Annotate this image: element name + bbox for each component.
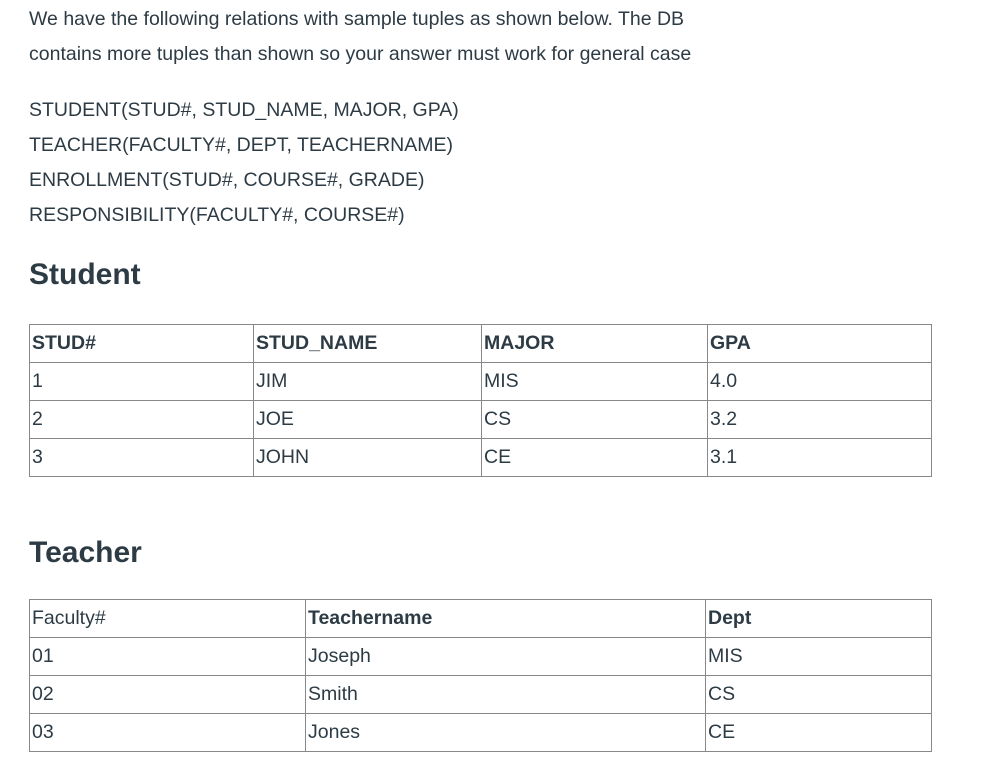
student-col-header-gpa: GPA: [707, 324, 932, 363]
student-table: STUD# STUD_NAME MAJOR GPA 1 JIM MIS 4.0 …: [29, 324, 932, 477]
teacher-col-header-teachername: Teachername: [305, 599, 706, 638]
table-cell: MIS: [705, 637, 932, 676]
intro-line-1: We have the following relations with sam…: [29, 8, 685, 30]
student-table-row: 3 JOHN CE 3.1: [29, 438, 932, 477]
student-col-header-major: MAJOR: [481, 324, 708, 363]
teacher-table-header-row: Faculty# Teachername Dept: [29, 599, 932, 638]
table-cell: 01: [29, 637, 306, 676]
table-cell: 3.1: [707, 438, 932, 477]
table-cell: JOE: [253, 400, 482, 439]
table-cell: 3.2: [707, 400, 932, 439]
table-cell: CE: [481, 438, 708, 477]
student-table-header-row: STUD# STUD_NAME MAJOR GPA: [29, 324, 932, 363]
student-table-row: 2 JOE CS 3.2: [29, 400, 932, 439]
table-cell: 03: [29, 713, 306, 752]
teacher-table-row: 01 Joseph MIS: [29, 637, 932, 676]
table-cell: JIM: [253, 362, 482, 401]
table-cell: CS: [481, 400, 708, 439]
teacher-col-header-dept: Dept: [705, 599, 932, 638]
intro-paragraph: We have the following relations with sam…: [29, 2, 987, 72]
student-section-heading: Student: [29, 258, 141, 291]
relation-responsibility: RESPONSIBILITY(FACULTY#, COURSE#): [29, 204, 405, 226]
teacher-table-row: 02 Smith CS: [29, 675, 932, 714]
teacher-table: Faculty# Teachername Dept 01 Joseph MIS …: [29, 599, 932, 752]
table-cell: 1: [29, 362, 254, 401]
teacher-section-heading: Teacher: [29, 536, 142, 569]
student-table-row: 1 JIM MIS 4.0: [29, 362, 932, 401]
relations-list: STUDENT(STUD#, STUD_NAME, MAJOR, GPA) TE…: [29, 93, 987, 233]
table-cell: Joseph: [305, 637, 706, 676]
student-col-header-stud-name: STUD_NAME: [253, 324, 482, 363]
relation-teacher: TEACHER(FACULTY#, DEPT, TEACHERNAME): [29, 134, 454, 156]
intro-line-2: contains more tuples than shown so your …: [29, 43, 692, 65]
table-cell: MIS: [481, 362, 708, 401]
table-cell: 2: [29, 400, 254, 439]
teacher-col-header-faculty-number: Faculty#: [29, 599, 306, 638]
teacher-table-row: 03 Jones CE: [29, 713, 932, 752]
table-cell: 02: [29, 675, 306, 714]
table-cell: CS: [705, 675, 932, 714]
table-cell: Smith: [305, 675, 706, 714]
table-cell: Jones: [305, 713, 706, 752]
table-cell: CE: [705, 713, 932, 752]
table-cell: JOHN: [253, 438, 482, 477]
relation-enrollment: ENROLLMENT(STUD#, COURSE#, GRADE): [29, 169, 425, 191]
relation-student: STUDENT(STUD#, STUD_NAME, MAJOR, GPA): [29, 99, 459, 121]
table-cell: 4.0: [707, 362, 932, 401]
student-col-header-stud-number: STUD#: [29, 324, 254, 363]
table-cell: 3: [29, 438, 254, 477]
